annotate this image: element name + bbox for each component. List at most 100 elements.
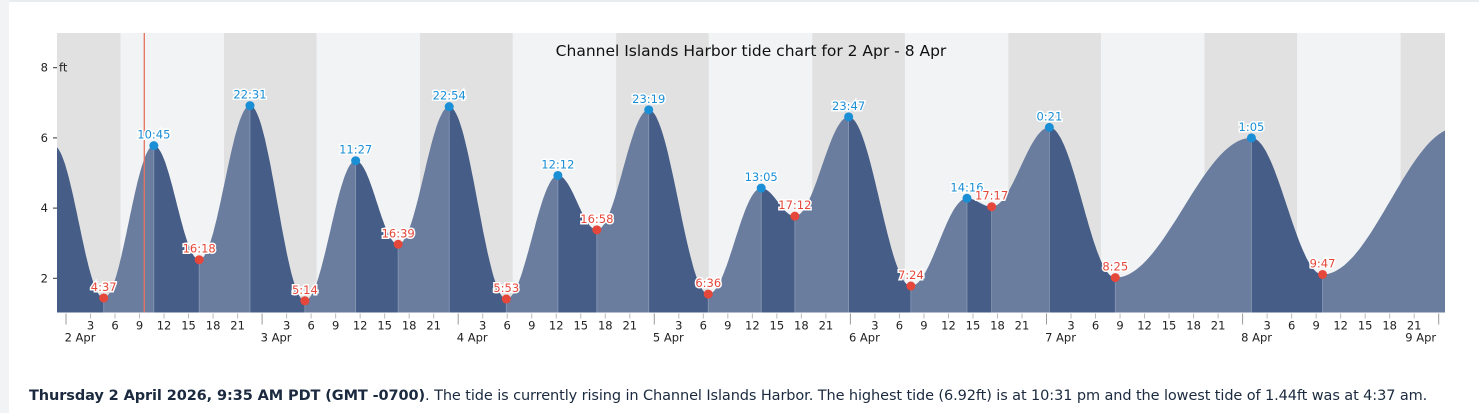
low-tide-label: 17:12 xyxy=(778,198,811,212)
low-tide-label: 5:53 xyxy=(493,281,519,295)
hour-tick-label: 6 xyxy=(111,319,118,333)
hour-tick-label: 12 xyxy=(353,319,368,333)
hour-tick-label: 18 xyxy=(402,319,417,333)
high-tide-point xyxy=(844,112,854,122)
hour-tick-label: 15 xyxy=(1358,319,1373,333)
day-label: 4 Apr xyxy=(457,331,488,345)
high-tide-label: 10:45 xyxy=(137,128,170,142)
hour-tick-label: 12 xyxy=(941,319,956,333)
low-tide-point xyxy=(501,294,511,304)
hour-tick-label: 12 xyxy=(745,319,760,333)
hour-tick-label: 21 xyxy=(230,319,245,333)
high-tide-point xyxy=(644,105,654,115)
hour-tick-label: 6 xyxy=(1092,319,1099,333)
high-tide-point xyxy=(149,141,159,151)
rising-tide-area xyxy=(1322,130,1445,313)
day-label: 7 Apr xyxy=(1045,331,1076,345)
hour-tick-label: 3 xyxy=(87,319,94,333)
day-label: 3 Apr xyxy=(261,331,292,345)
falling-tide-area xyxy=(967,198,992,313)
high-tide-label: 0:21 xyxy=(1036,109,1062,123)
low-tide-label: 16:18 xyxy=(183,242,216,256)
rising-tide-area xyxy=(103,145,154,313)
hour-tick-label: 9 xyxy=(332,319,339,333)
chart-title: Channel Islands Harbor tide chart for 2 … xyxy=(556,42,947,60)
hour-tick-label: 3 xyxy=(675,319,682,333)
high-tide-label: 23:47 xyxy=(832,99,865,113)
y-tick-label: 8 xyxy=(41,61,48,75)
hour-tick-label: 18 xyxy=(206,319,221,333)
low-tide-point xyxy=(703,289,713,299)
hour-tick-label: 21 xyxy=(622,319,637,333)
high-tide-label: 14:16 xyxy=(950,180,983,194)
hour-tick-label: 9 xyxy=(136,319,143,333)
falling-tide-area xyxy=(153,145,200,313)
low-tide-label: 17:17 xyxy=(975,189,1008,203)
low-tide-label: 9:47 xyxy=(1310,256,1336,270)
hour-tick-label: 15 xyxy=(377,319,392,333)
hour-tick-label: 18 xyxy=(598,319,613,333)
falling-tide-area xyxy=(848,116,911,313)
low-tide-point xyxy=(393,239,403,249)
high-tide-point xyxy=(444,102,454,112)
hour-tick-label: 18 xyxy=(1382,319,1397,333)
low-tide-point xyxy=(194,255,204,265)
falling-tide-area xyxy=(250,105,305,313)
hour-tick-label: 6 xyxy=(307,319,314,333)
rising-tide-area xyxy=(398,106,450,313)
high-tide-label: 13:05 xyxy=(745,170,778,184)
low-tide-point xyxy=(1110,273,1120,283)
rising-tide-area xyxy=(794,116,849,313)
low-tide-point xyxy=(790,211,800,221)
y-tick-label: 6 xyxy=(41,131,48,145)
rising-tide-area xyxy=(304,160,356,313)
tide-areas xyxy=(57,105,1445,313)
falling-tide-area xyxy=(1049,127,1116,313)
high-tide-label: 11:27 xyxy=(339,143,372,157)
summary-text: . The tide is currently rising in Channe… xyxy=(425,388,1428,404)
hour-tick-label: 18 xyxy=(794,319,809,333)
day-label: 5 Apr xyxy=(653,331,684,345)
high-tide-label: 23:19 xyxy=(632,92,665,106)
hour-tick-label: 15 xyxy=(181,319,196,333)
falling-tide-area xyxy=(57,147,104,313)
high-tide-point xyxy=(1246,133,1256,143)
hour-tick-label: 18 xyxy=(990,319,1005,333)
left-border xyxy=(0,0,9,413)
hour-tick-label: 9 xyxy=(920,319,927,333)
hour-tick-label: 12 xyxy=(1137,319,1152,333)
low-tide-point xyxy=(1318,269,1328,279)
low-tide-label: 16:58 xyxy=(580,212,613,226)
hour-tick-label: 15 xyxy=(573,319,588,333)
hour-tick-label: 6 xyxy=(1288,319,1295,333)
high-tide-label: 1:05 xyxy=(1239,120,1265,134)
high-tide-point xyxy=(553,170,563,180)
hour-tick-label: 9 xyxy=(1116,319,1123,333)
low-tide-point xyxy=(99,293,109,303)
hour-tick-label: 21 xyxy=(1211,319,1226,333)
hour-tick-label: 6 xyxy=(700,319,707,333)
falling-tide-area xyxy=(1251,137,1323,313)
hour-tick-label: 15 xyxy=(966,319,981,333)
hour-tick-label: 12 xyxy=(549,319,564,333)
hour-tick-label: 3 xyxy=(283,319,290,333)
falling-tide-area xyxy=(557,175,597,313)
day-label: 9 Apr xyxy=(1405,331,1436,345)
hour-tick-label: 15 xyxy=(1162,319,1177,333)
high-tide-point xyxy=(756,183,766,193)
rising-tide-area xyxy=(1115,137,1252,313)
hour-tick-label: 18 xyxy=(1186,319,1201,333)
falling-tide-area xyxy=(761,188,795,313)
rising-tide-area xyxy=(596,109,649,313)
tide-chart: 4:37 10:45 16:18 22:31 5:14 11:27 16:39 22:54 5:… xyxy=(41,33,1445,345)
hour-tick-label: 6 xyxy=(896,319,903,333)
high-tide-point xyxy=(245,101,255,111)
low-tide-label: 8:25 xyxy=(1102,260,1128,274)
hour-tick-label: 3 xyxy=(871,319,878,333)
low-tide-label: 16:39 xyxy=(382,226,415,240)
hour-tick-label: 3 xyxy=(1263,319,1270,333)
high-tide-label: 12:12 xyxy=(541,157,574,171)
hour-tick-label: 9 xyxy=(724,319,731,333)
hour-tick-label: 9 xyxy=(1312,319,1319,333)
